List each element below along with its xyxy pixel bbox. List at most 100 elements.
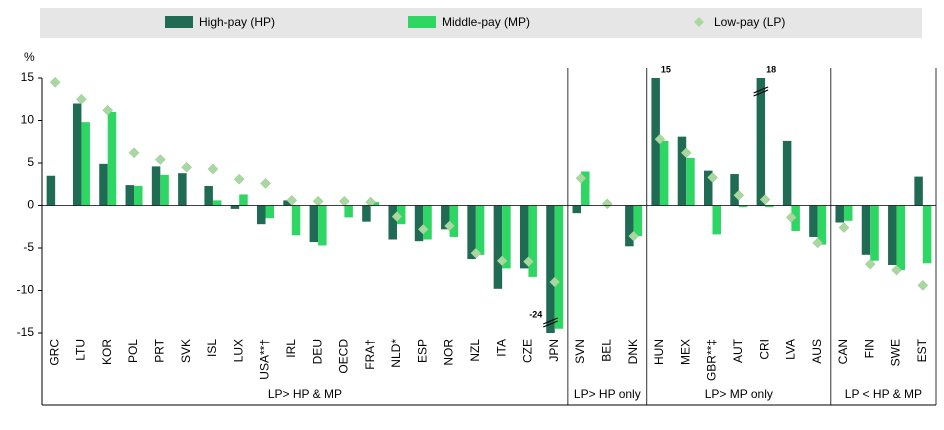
bar [809,205,818,237]
x-tick-label: ITA [494,339,508,357]
bar [554,205,564,329]
x-tick-label: JPN [547,339,561,362]
bar [782,140,792,206]
low-pay-marker [707,172,718,183]
bar [441,205,450,230]
x-tick-label: ISL [205,339,219,357]
bar [730,174,739,206]
low-pay-marker [917,280,929,291]
y-tick-label: 5 [27,155,34,169]
x-tick-label: FIN [862,339,876,358]
bar [318,205,327,246]
bar [861,205,871,255]
bar [686,157,695,206]
low-pay-marker [365,196,377,208]
legend-swatch [165,16,193,28]
data-label: 18 [766,64,776,74]
bar [72,103,82,206]
bar [81,122,90,206]
bar [467,205,476,260]
low-pay-marker [233,173,245,185]
y-tick-label: -10 [17,283,35,297]
x-tick-label: DEU [310,339,324,364]
x-tick-label: LVA [784,339,798,360]
x-tick-label: PRT [152,338,166,362]
y-tick-label: -5 [23,240,34,254]
y-tick-label: 10 [21,113,35,127]
low-pay-marker [102,104,114,116]
bar [528,205,537,277]
bar [677,136,687,206]
low-pay-marker [260,178,271,189]
x-tick-label: MEX [678,339,692,365]
low-pay-marker [891,264,902,276]
x-tick-label: FRA† [363,339,377,370]
bar [283,200,292,206]
low-pay-marker [444,220,455,232]
bar [257,205,266,225]
axis-break [753,89,769,97]
bar [712,205,721,235]
low-pay-marker [654,133,666,145]
low-pay-marker [733,189,745,201]
group-label: LP> HP only [574,387,641,401]
x-tick-label: CZE [521,339,535,363]
low-pay-marker [575,172,587,184]
bar [896,205,906,271]
bar [449,205,459,237]
axis-break [543,320,558,328]
bar [134,185,143,206]
y-tick-label: 0 [27,198,34,212]
axis-break [753,86,769,94]
bar [151,166,161,206]
bar [230,205,240,209]
x-tick-label: BEL [599,339,613,362]
low-pay-marker [207,163,219,175]
bar [178,173,187,206]
x-tick-label: POL [126,339,140,363]
bar [659,140,669,206]
x-tick-label: ESP [415,339,429,363]
bar [625,205,634,247]
bar [265,205,274,219]
bar [309,205,319,243]
bar [239,194,248,206]
low-pay-marker [181,161,192,173]
x-tick-label: KOR [100,339,114,365]
low-pay-marker [759,194,771,205]
bar [817,205,827,245]
y-tick-label: 15 [21,70,35,84]
low-pay-marker [391,211,403,222]
low-pay-marker [76,93,87,105]
legend-label: Low-pay (LP) [714,15,785,29]
group-label: LP> HP & MP [268,387,342,401]
legend-label: Middle-pay (MP) [442,15,530,29]
group-label: LP < HP & MP [845,387,922,401]
low-pay-marker [680,147,692,159]
x-tick-label: GBR**‡ [705,339,719,381]
low-pay-marker [49,76,61,88]
bar [388,205,397,240]
bar [843,205,853,221]
x-tick-label: SWE [889,339,903,366]
x-tick-label: OECD [337,339,351,374]
low-pay-marker [838,222,850,233]
bar [423,205,432,240]
bar [546,205,555,333]
y-tick-label: -15 [17,325,35,339]
x-tick-label: CRI [757,339,771,360]
x-tick-label: NZL [468,339,482,362]
bar [414,205,424,242]
low-pay-marker [628,230,639,242]
x-tick-label: EST [915,338,929,362]
bar [888,205,897,265]
x-tick-label: USA**† [258,339,272,380]
x-tick-label: CAN [836,339,850,364]
data-label: -24 [529,309,542,319]
bar [870,205,879,261]
low-pay-marker [786,212,797,223]
bar [291,205,301,236]
data-label: 15 [661,64,671,74]
legend-label: High-pay (HP) [199,15,275,29]
